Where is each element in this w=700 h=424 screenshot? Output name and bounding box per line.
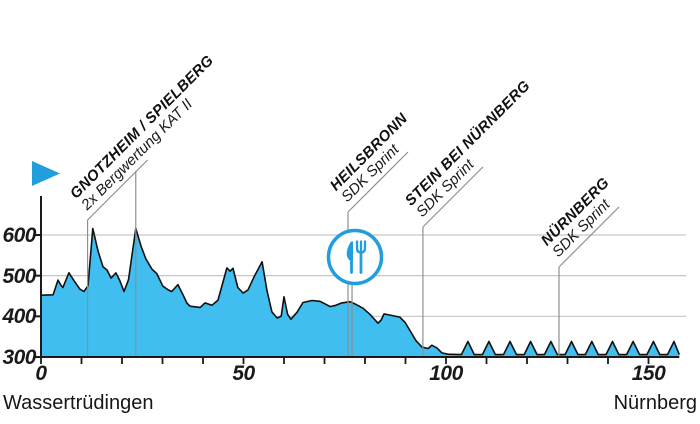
station-leader-line-1 bbox=[347, 151, 409, 213]
y-tick-label-300: 300 bbox=[2, 346, 36, 369]
y-tick-label-500: 500 bbox=[2, 264, 36, 288]
elevation-area bbox=[41, 228, 680, 357]
end-location-label: Nürnberg bbox=[613, 392, 697, 414]
elevation-outline bbox=[40, 227, 681, 356]
station-leader-line-3 bbox=[558, 206, 620, 268]
start-location-label: Wassertrüdingen bbox=[3, 392, 154, 414]
x-tick-label-0: 0 bbox=[35, 362, 47, 385]
station-leader-line-2 bbox=[422, 166, 484, 228]
x-tick-label-150: 150 bbox=[631, 362, 666, 385]
y-tick-label-400: 400 bbox=[2, 305, 36, 329]
knife-icon bbox=[346, 241, 353, 261]
x-tick-label-100: 100 bbox=[429, 362, 463, 385]
start-triangle-icon bbox=[32, 161, 60, 186]
x-tick-label-50: 50 bbox=[232, 362, 255, 385]
station-leader-line-0 bbox=[87, 159, 148, 221]
y-tick-label-600: 600 bbox=[2, 223, 36, 247]
feed-zone-circle bbox=[326, 228, 384, 286]
fork-tines-icon bbox=[355, 240, 367, 254]
feed-zone-icon bbox=[326, 228, 384, 286]
